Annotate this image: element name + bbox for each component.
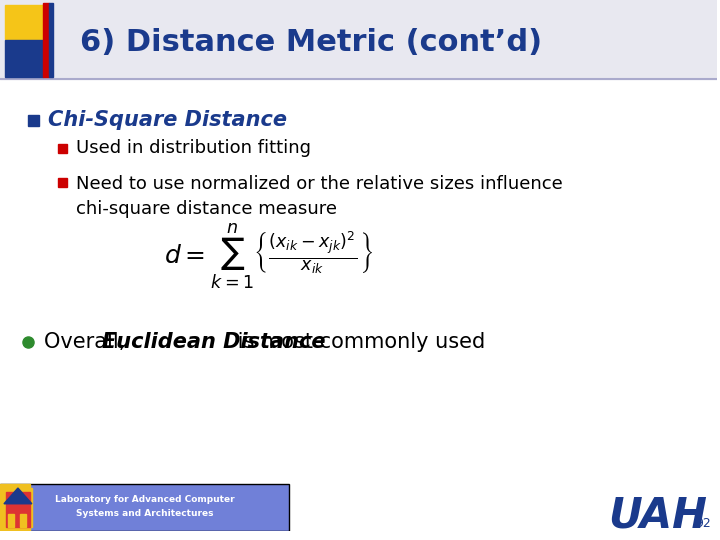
Bar — [8, 514, 14, 528]
Bar — [58, 178, 67, 187]
Text: 92: 92 — [696, 517, 711, 530]
Text: Laboratory for Advanced Computer: Laboratory for Advanced Computer — [55, 495, 234, 504]
Text: is most commonly used: is most commonly used — [231, 333, 485, 353]
Text: Used in distribution fitting: Used in distribution fitting — [76, 139, 311, 157]
Polygon shape — [4, 488, 32, 504]
Bar — [6, 492, 30, 528]
Bar — [20, 514, 26, 528]
Bar — [42, 3, 49, 77]
Text: 6) Distance Metric (cont’d): 6) Distance Metric (cont’d) — [80, 28, 541, 57]
Bar — [49, 3, 53, 77]
Text: UAH: UAH — [608, 495, 707, 537]
Text: Euclidean Distance: Euclidean Distance — [102, 333, 325, 353]
Text: $d = \sum_{k=1}^{n} \left\{ \frac{(x_{ik} - x_{jk})^2}{x_{ik}} \right\}$: $d = \sum_{k=1}^{n} \left\{ \frac{(x_{ik… — [164, 221, 374, 291]
Text: Need to use normalized or the relative sizes influence
chi-square distance measu: Need to use normalized or the relative s… — [76, 175, 562, 218]
Bar — [0, 0, 717, 79]
Bar — [0, 484, 30, 531]
Bar — [58, 144, 67, 152]
Text: Overall,: Overall, — [44, 333, 132, 353]
Bar — [28, 115, 39, 126]
FancyBboxPatch shape — [0, 484, 289, 531]
Bar — [5, 40, 42, 77]
Text: Chi-Square Distance: Chi-Square Distance — [48, 110, 287, 130]
Bar — [4, 488, 32, 528]
Text: Systems and Architectures: Systems and Architectures — [76, 509, 213, 518]
Bar — [5, 5, 42, 39]
